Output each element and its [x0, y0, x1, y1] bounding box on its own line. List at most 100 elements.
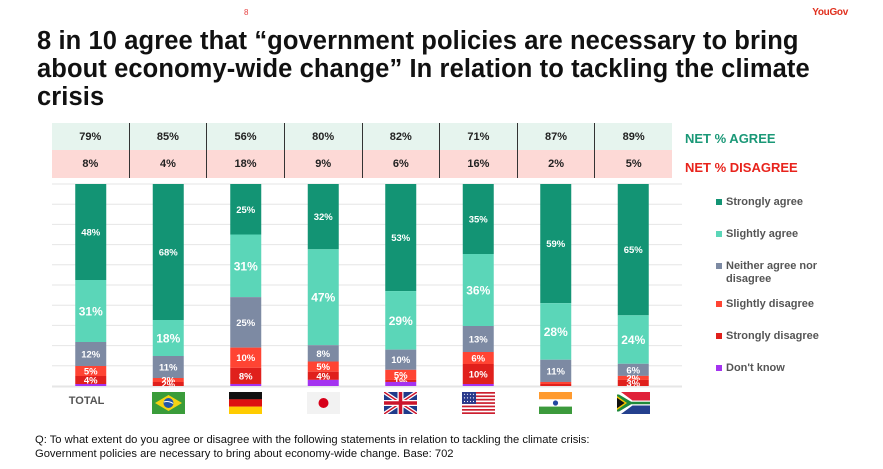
data-label: 29% [389, 314, 413, 328]
data-label: 6% [471, 354, 485, 365]
bar-segment-slightly-agree-germany [230, 234, 262, 298]
net-disagree-cell: 6% [363, 150, 441, 178]
data-label: 10% [236, 353, 256, 364]
bar-segment-don-t-know-germany [230, 383, 262, 386]
bar-segment-slightly-disagree-uk [385, 369, 417, 380]
bar-segment-neither-agree-nor-disagree-south-africa [617, 363, 649, 376]
bar-segment-don-t-know-total [75, 384, 107, 386]
data-label: 13% [469, 335, 489, 346]
net-disagree-cell: 16% [440, 150, 518, 178]
bar-segment-slightly-disagree-brazil [152, 378, 184, 382]
legend-item: Neither agree nor disagree [716, 260, 883, 286]
net-disagree-cell: 9% [285, 150, 363, 178]
bar-segment-don-t-know-uk [385, 381, 417, 386]
data-label: 18% [156, 332, 180, 346]
legend-label: Slightly agree [726, 228, 799, 240]
net-agree-label: NET % AGREE [685, 131, 776, 146]
data-label: 28% [544, 325, 568, 339]
bar-segment-slightly-agree-south-africa [617, 315, 649, 364]
data-label: 31% [234, 259, 258, 273]
data-label: 1% [394, 376, 408, 387]
data-label: 2% [161, 376, 175, 387]
bar-segment-neither-agree-nor-disagree-brazil [152, 356, 184, 378]
bar-segment-slightly-disagree-india [540, 381, 572, 384]
flag-brazil-icon [151, 392, 185, 414]
legend-swatch [716, 365, 722, 371]
net-agree-cell: 56% [207, 123, 285, 150]
data-label: 47% [311, 291, 335, 305]
bar-segment-strongly-agree-germany [230, 184, 262, 235]
net-agree-cell: 80% [285, 123, 363, 150]
bar-segment-neither-agree-nor-disagree-us [462, 326, 494, 352]
data-label: 11% [547, 366, 566, 377]
flag-germany-icon [229, 392, 263, 414]
bar-segment-slightly-disagree-japan [307, 361, 339, 372]
flag-south-africa-icon [616, 392, 650, 414]
data-label: 25% [236, 318, 256, 329]
net-disagree-cell: 18% [207, 150, 285, 178]
data-label: 12% [81, 350, 101, 361]
bar-segment-slightly-disagree-south-africa [617, 375, 649, 380]
legend-swatch [716, 263, 722, 269]
net-disagree-cell: 4% [130, 150, 208, 178]
flag-uk-icon [384, 392, 418, 414]
net-disagree-row: 8% 4% 18% 9% 6% 16% 2% 5% [52, 150, 672, 178]
data-label: 11% [159, 363, 178, 374]
bar-segment-slightly-agree-japan [307, 249, 339, 346]
bar-segment-strongly-agree-south-africa [617, 184, 649, 316]
legend-label: Don't know [726, 362, 785, 374]
bar-segment-strongly-disagree-south-africa [617, 379, 649, 386]
bar-segment-strongly-agree-india [540, 184, 572, 304]
legend-label: Strongly disagree [726, 330, 819, 342]
net-agree-cell: 87% [518, 123, 596, 150]
legend-swatch [716, 333, 722, 339]
net-agree-cell: 71% [440, 123, 518, 150]
net-agree-cell: 82% [363, 123, 441, 150]
data-label: 6% [626, 365, 640, 376]
data-label: 35% [469, 215, 489, 226]
legend-label: Neither agree nor disagree [726, 260, 818, 285]
net-disagree-label: NET % DISAGREE [685, 160, 798, 175]
legend-item: Strongly disagree [716, 330, 883, 343]
data-label: 5% [316, 362, 330, 373]
bar-segment-neither-agree-nor-disagree-total [75, 342, 107, 366]
bar-segment-don-t-know-japan [307, 379, 339, 386]
legend-swatch [716, 301, 722, 307]
net-disagree-cell: 2% [518, 150, 596, 178]
flag-india-icon [539, 392, 573, 414]
legend-item: Slightly disagree [716, 298, 883, 311]
footnote: Q: To what extent do you agree or disagr… [35, 433, 589, 461]
data-label: 10% [469, 370, 489, 381]
data-label: 3% [626, 378, 640, 389]
net-agree-row: 79% 85% 56% 80% 82% 71% 87% 89% [52, 123, 672, 150]
data-label: 5% [84, 367, 98, 378]
data-label: 5% [394, 370, 408, 381]
bar-segment-strongly-agree-total [75, 184, 107, 280]
page-number: 8 [244, 8, 249, 17]
flag-japan-icon [306, 392, 340, 414]
flag-us-icon [461, 392, 495, 414]
footnote-statement: Government policies are necessary to bri… [35, 448, 454, 460]
bar-segment-slightly-disagree-total [75, 366, 107, 376]
bar-segment-slightly-agree-india [540, 303, 572, 360]
data-label: 4% [84, 376, 98, 387]
data-label: 53% [391, 233, 411, 244]
data-label: 31% [79, 305, 103, 319]
bar-segment-slightly-agree-us [462, 254, 494, 326]
legend-item: Don't know [716, 362, 883, 375]
bar-segment-neither-agree-nor-disagree-germany [230, 297, 262, 348]
bar-segment-strongly-disagree-japan [307, 371, 339, 380]
bar-segment-don-t-know-us [462, 384, 494, 386]
data-label: 10% [391, 355, 411, 366]
data-label: 59% [546, 239, 566, 250]
data-label: 2% [626, 373, 640, 384]
bar-segment-strongly-agree-uk [385, 184, 417, 292]
bar-segment-slightly-disagree-us [462, 352, 494, 364]
bar-segment-strongly-disagree-total [75, 376, 107, 384]
bar-segment-slightly-agree-uk [385, 291, 417, 350]
legend-label: Slightly disagree [726, 298, 815, 310]
data-label: 68% [159, 248, 179, 259]
bar-segment-strongly-agree-brazil [152, 184, 184, 320]
legend-label: Strongly agree [726, 196, 804, 208]
